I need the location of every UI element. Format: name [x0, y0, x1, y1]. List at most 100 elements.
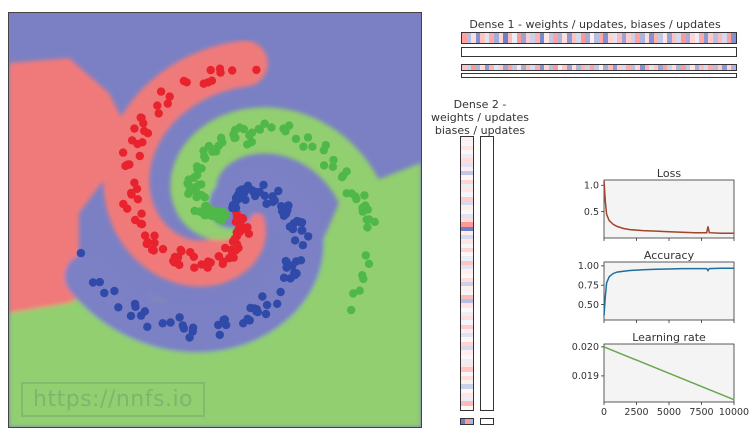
heatmap-cell [466, 33, 472, 43]
heatmap-cell [461, 384, 473, 389]
data-point [292, 269, 301, 278]
data-point [370, 217, 379, 227]
heatmap-cell [553, 33, 558, 43]
data-point [329, 155, 338, 165]
heatmap-cell [580, 65, 586, 70]
data-point [346, 305, 356, 315]
heatmap-cell [635, 33, 640, 43]
heatmap-cell [544, 65, 549, 70]
data-point [321, 141, 330, 150]
heatmap-cell [617, 65, 622, 70]
heatmap-cell [699, 33, 704, 43]
data-point [206, 65, 215, 75]
heatmap-cell [489, 65, 494, 70]
heatmap-cell [461, 341, 473, 347]
heatmap-cell [644, 33, 650, 43]
heatmap-cell [576, 33, 581, 43]
data-point [213, 214, 223, 223]
dense1-biases-heatmap [461, 64, 737, 71]
data-point [259, 180, 268, 190]
data-point [88, 278, 98, 287]
heatmap-cell [512, 65, 517, 70]
data-points [76, 64, 379, 342]
data-point [261, 309, 271, 319]
data-point [135, 151, 144, 161]
data-point [231, 245, 241, 255]
data-point [214, 141, 223, 150]
heatmap-cell [461, 380, 473, 385]
heatmap-cell [722, 65, 727, 70]
data-point [150, 231, 159, 240]
heatmap-cell [703, 65, 709, 70]
heatmap-cell [462, 65, 467, 70]
data-point [218, 259, 227, 269]
class-regions [9, 40, 421, 427]
heatmap-cell [461, 154, 473, 159]
data-point [143, 322, 152, 331]
dense2-title-line: biases / updates [434, 124, 526, 137]
heatmap-cell [571, 33, 577, 43]
heatmap-cell [612, 65, 618, 70]
heatmap-cell [548, 33, 554, 43]
heatmap-cell [621, 33, 627, 43]
heatmap-cell [548, 65, 554, 70]
heatmap-cell [493, 65, 499, 70]
heatmap-cell [498, 33, 504, 43]
heatmap-cell [461, 162, 473, 167]
heatmap-cell [461, 205, 473, 210]
heatmap-cell [461, 358, 473, 364]
loss-chart-svg: Loss 0.5 1.0 [584, 167, 735, 241]
data-point [252, 307, 261, 316]
data-point [204, 141, 214, 151]
heatmap-cell [662, 33, 668, 43]
heatmap-cell [461, 179, 473, 184]
heatmap-cell [639, 33, 645, 43]
heatmap-cell [630, 65, 636, 70]
y-tick-label: 1.00 [578, 261, 599, 272]
watermark: https://nnfs.io [21, 382, 206, 417]
heatmap-cell [461, 213, 473, 219]
data-point [76, 248, 86, 258]
heatmap-cell [461, 324, 473, 329]
data-point [130, 124, 139, 133]
dense2-title: Dense 2 - weights / updates biases / upd… [425, 98, 535, 137]
heatmap-cell [503, 65, 508, 70]
heatmap-cell [658, 65, 663, 70]
data-point [270, 196, 279, 205]
data-point [308, 142, 317, 151]
heatmap-cell [566, 33, 572, 43]
heatmap-cell [461, 269, 473, 274]
heatmap-cell [461, 392, 473, 398]
heatmap-cell [653, 33, 659, 43]
heatmap-cell [612, 33, 618, 43]
heatmap-cell [461, 354, 473, 359]
heatmap-cell [685, 65, 691, 70]
data-point [185, 333, 194, 342]
data-point [247, 186, 256, 195]
data-point [342, 167, 351, 176]
data-point [143, 237, 152, 247]
data-point [230, 237, 239, 246]
data-point [153, 101, 162, 110]
heatmap-cell [580, 33, 586, 43]
heatmap-cell [461, 243, 473, 248]
heatmap-cell [594, 65, 599, 70]
heatmap-cell [461, 264, 473, 270]
heatmap-cell [461, 200, 473, 206]
data-point [158, 319, 167, 328]
data-point [244, 229, 254, 238]
data-point [114, 303, 123, 312]
heatmap-cell [676, 33, 681, 43]
heatmap-cell [576, 65, 581, 70]
data-point [262, 199, 271, 208]
heatmap-cell [461, 226, 473, 231]
data-point [118, 148, 128, 157]
region-green [9, 163, 421, 427]
heatmap-cell [471, 33, 476, 43]
dense2-title-line: Dense 2 - [453, 98, 507, 111]
heatmap-cell [484, 65, 490, 70]
heatmap-cell [465, 419, 469, 424]
heatmap-cell [461, 350, 473, 355]
heatmap-cell [562, 33, 567, 43]
data-point [363, 223, 372, 232]
